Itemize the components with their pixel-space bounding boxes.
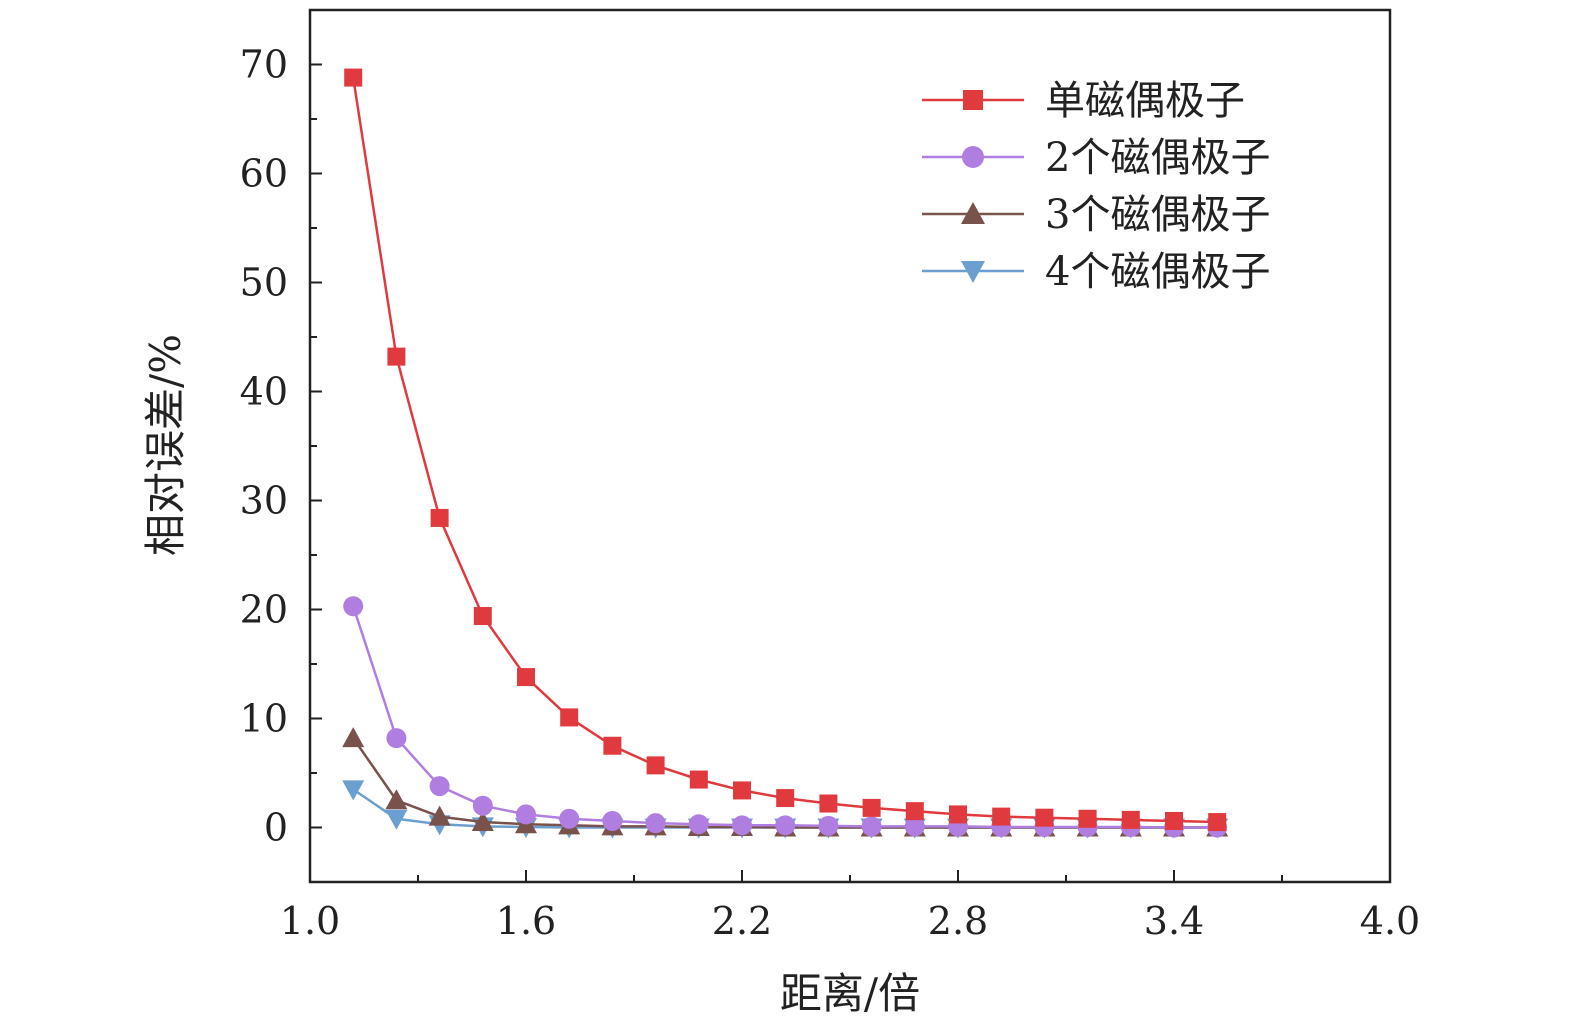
data-point [862,798,881,817]
y-tick-label: 10 [240,697,288,741]
y-axis-title: 相对误差/% [141,334,190,556]
data-point [342,727,365,748]
legend-label: 4个磁偶极子 [1045,249,1270,295]
data-point [602,810,623,831]
data-point [559,808,580,829]
data-point [732,815,752,836]
y-tick-label: 50 [240,261,288,305]
legend-label: 3个磁偶极子 [1045,192,1270,238]
data-point [646,756,665,775]
legend-label: 2个磁偶极子 [1045,135,1270,181]
data-point [949,805,967,824]
data-point [430,508,449,527]
data-point [992,807,1011,826]
legend-marker [962,146,984,168]
data-point [1121,810,1140,829]
data-point [819,794,838,813]
legend-entry-1: 单磁偶极子 [922,78,1245,124]
y-tick-label: 20 [240,588,288,632]
data-point [861,816,882,837]
legend-marker [961,202,985,224]
x-tick-label: 4.0 [1360,899,1420,943]
y-tick-label: 70 [240,43,288,87]
series-1 [344,68,1227,832]
legend-marker [963,90,983,110]
y-tick-label: 30 [240,479,288,523]
legend-entry-3: 3个磁偶极子 [922,192,1270,238]
series-line [351,77,1218,824]
data-point [603,736,622,755]
data-point [1208,813,1227,832]
legend-entry-2: 2个磁偶极子 [922,135,1270,181]
data-point [689,770,708,789]
data-point [733,781,751,800]
data-point [429,776,450,797]
data-point [560,708,579,727]
data-point [386,728,407,749]
legend-label: 单磁偶极子 [1045,78,1245,124]
legend: 单磁偶极子 2个磁偶极子 3个磁偶极子 4个磁偶极子 [922,78,1270,295]
plot-layer [342,68,1229,839]
data-point [344,68,363,87]
data-point [776,789,795,808]
data-point [1035,808,1054,827]
data-point [472,795,493,816]
data-point [516,804,536,825]
data-point [385,809,408,830]
data-point [385,789,408,810]
data-point [818,815,839,836]
data-point [1078,809,1097,828]
x-tick-label: 2.8 [928,899,988,943]
data-point [904,816,925,837]
data-point [473,607,492,626]
data-point [387,347,406,366]
y-tick-label: 60 [240,152,288,196]
data-point [342,780,365,801]
x-tick-label: 3.4 [1144,899,1204,943]
y-tick-label: 0 [264,806,288,850]
x-axis-title: 距离/倍 [780,969,920,1018]
axes-layer: 1.0 1.6 2.2 2.8 3.4 4.0 0 10 20 30 40 50 60 70 [240,8,1420,943]
x-tick-label: 2.2 [712,899,772,943]
legend-entry-4: 4个磁偶极子 [922,249,1270,295]
data-point [775,815,796,836]
y-tick-label: 40 [240,370,288,414]
data-point [645,813,666,834]
legend-marker [961,261,985,283]
data-point [1165,811,1183,830]
data-point [517,668,535,687]
data-point [688,814,709,835]
data-point [343,596,364,617]
x-tick-label: 1.0 [280,899,340,943]
data-point [905,802,924,821]
data-point [428,805,451,826]
x-tick-label: 1.6 [496,899,556,943]
data-point [471,811,494,832]
